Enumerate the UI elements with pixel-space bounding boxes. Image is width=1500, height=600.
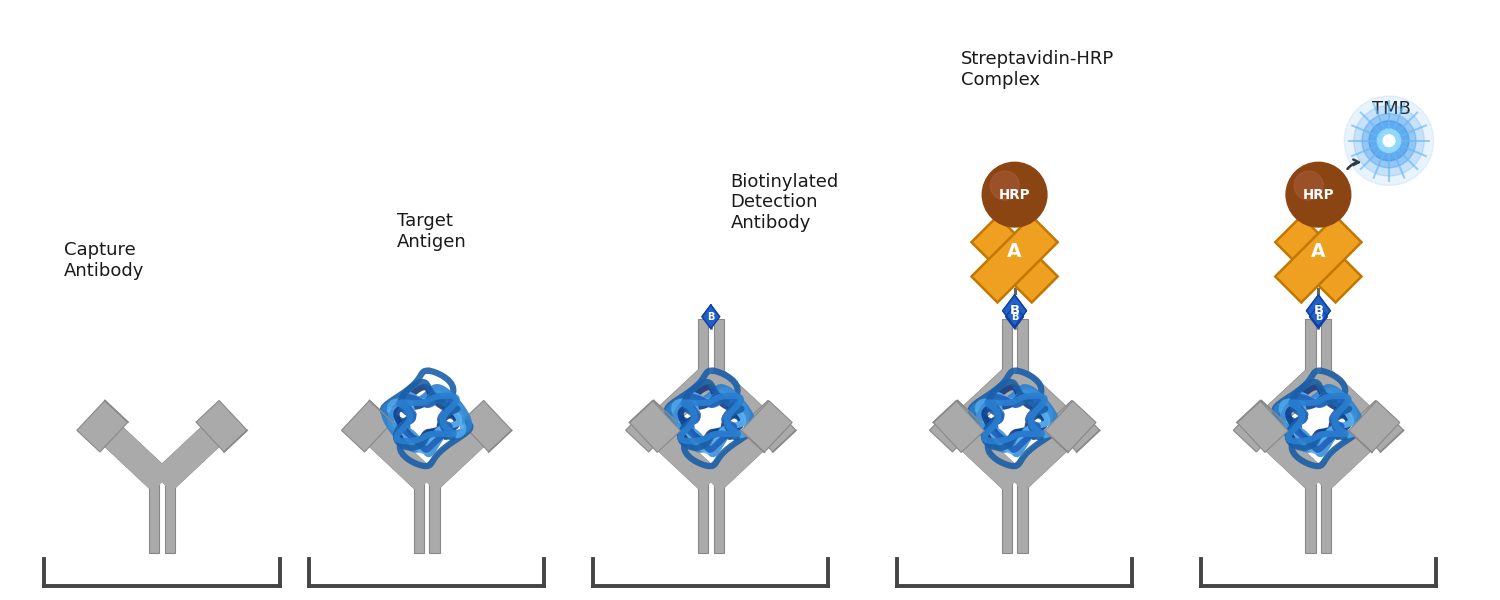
Polygon shape: [1233, 400, 1284, 452]
Bar: [698, 482, 708, 553]
Polygon shape: [460, 400, 512, 452]
Circle shape: [990, 171, 1020, 200]
Polygon shape: [741, 401, 792, 452]
Bar: [148, 482, 159, 553]
Text: TMB: TMB: [1372, 100, 1411, 118]
Bar: [1322, 319, 1332, 374]
Circle shape: [1362, 114, 1416, 168]
Polygon shape: [76, 400, 128, 452]
Polygon shape: [1238, 401, 1288, 452]
Text: HRP: HRP: [999, 188, 1030, 202]
Polygon shape: [1275, 216, 1362, 302]
Bar: [1305, 482, 1316, 553]
Polygon shape: [1348, 401, 1400, 452]
Text: Biotinylated
Detection
Antibody: Biotinylated Detection Antibody: [730, 173, 839, 232]
Bar: [714, 319, 724, 374]
Bar: [1322, 482, 1332, 553]
Polygon shape: [1002, 295, 1026, 326]
Polygon shape: [933, 401, 984, 452]
Bar: [414, 482, 424, 553]
Polygon shape: [930, 400, 981, 452]
Text: B: B: [1010, 304, 1020, 317]
Circle shape: [1370, 121, 1408, 161]
Bar: [714, 482, 724, 553]
Text: Capture
Antibody: Capture Antibody: [64, 241, 144, 280]
Polygon shape: [1275, 216, 1362, 302]
Circle shape: [1383, 135, 1395, 146]
Text: B: B: [1314, 311, 1322, 322]
Polygon shape: [630, 401, 681, 452]
Bar: [1002, 482, 1013, 553]
Polygon shape: [1310, 305, 1328, 328]
Bar: [698, 319, 708, 374]
Circle shape: [1294, 171, 1323, 200]
Polygon shape: [1007, 305, 1023, 328]
Text: A: A: [1008, 242, 1022, 262]
Text: B: B: [706, 311, 714, 322]
Polygon shape: [1353, 400, 1404, 452]
Circle shape: [1286, 163, 1350, 227]
Bar: [429, 482, 439, 553]
Bar: [1002, 319, 1013, 374]
Polygon shape: [196, 400, 248, 452]
Bar: [165, 482, 176, 553]
Polygon shape: [1046, 401, 1096, 452]
Bar: [1017, 482, 1028, 553]
Polygon shape: [1048, 400, 1100, 452]
Text: A: A: [1311, 242, 1326, 262]
Text: B: B: [1314, 304, 1323, 317]
Circle shape: [1377, 129, 1401, 152]
Polygon shape: [972, 216, 1058, 302]
Circle shape: [1353, 106, 1424, 176]
Polygon shape: [746, 400, 796, 452]
Text: B: B: [1011, 311, 1019, 322]
Polygon shape: [702, 305, 720, 328]
Text: HRP: HRP: [1302, 188, 1334, 202]
Text: Target
Antigen: Target Antigen: [398, 212, 466, 251]
Bar: [1305, 319, 1316, 374]
Text: Streptavidin-HRP
Complex: Streptavidin-HRP Complex: [960, 50, 1114, 89]
Polygon shape: [1306, 295, 1330, 326]
Polygon shape: [972, 216, 1058, 302]
Polygon shape: [626, 400, 676, 452]
Circle shape: [1344, 96, 1434, 185]
Bar: [1017, 319, 1028, 374]
Circle shape: [982, 163, 1047, 227]
Polygon shape: [342, 400, 393, 452]
